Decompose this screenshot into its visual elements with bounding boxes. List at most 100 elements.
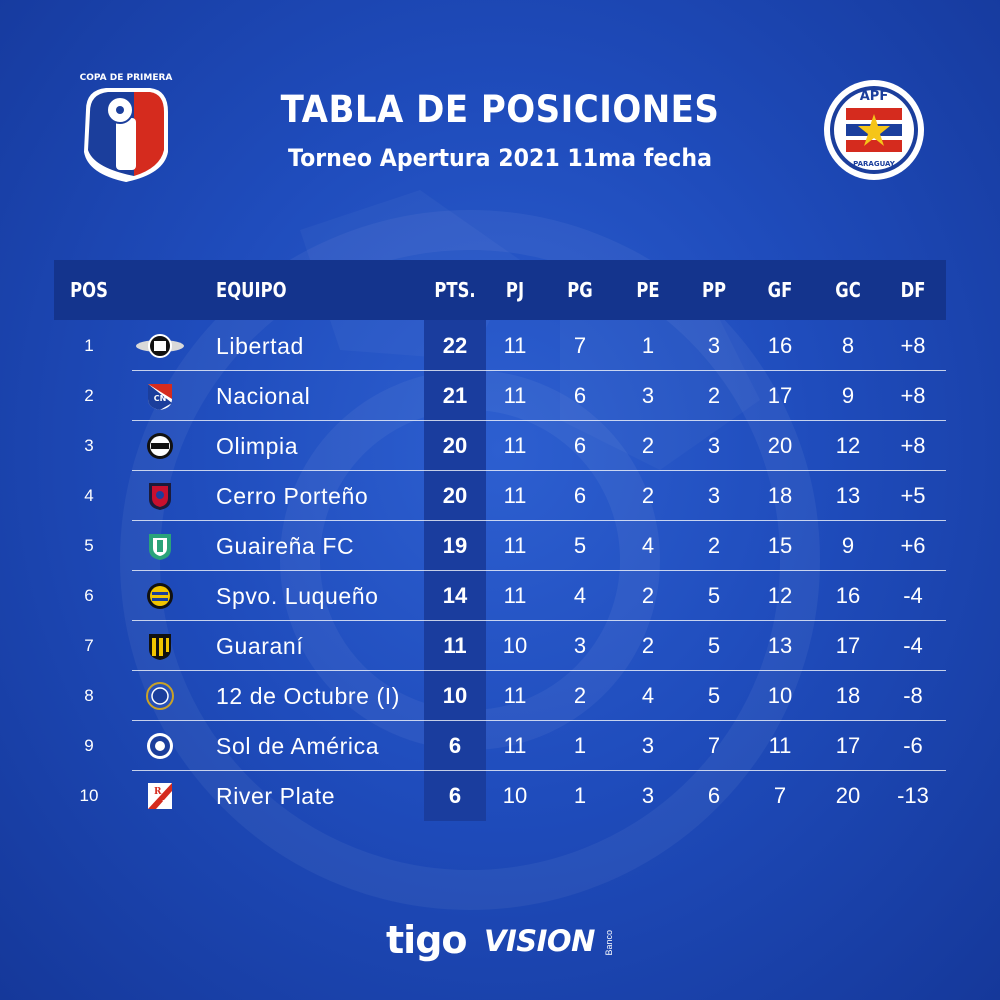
- cell-gf: 18: [767, 483, 793, 508]
- row-divider: [132, 670, 946, 671]
- cell-pts: 20: [442, 483, 468, 508]
- table-row: 9 Sol de América 6 11 1 3 7 11 17 -6: [54, 721, 946, 771]
- cell-pos: 6: [84, 586, 94, 605]
- cell-gc: 18: [835, 683, 861, 708]
- cell-pos: 4: [84, 486, 94, 505]
- cell-df: +6: [900, 533, 926, 558]
- cell-pj: 11: [503, 383, 527, 408]
- cell-gc: 8: [841, 333, 855, 358]
- cell-pts: 21: [442, 383, 468, 408]
- cell-gf: 7: [773, 783, 787, 808]
- cell-df: -13: [897, 783, 929, 808]
- cell-df: -4: [903, 633, 923, 658]
- cell-pj: 11: [503, 733, 527, 758]
- header-pj: PJ: [505, 278, 525, 302]
- cell-team: Olimpia: [216, 433, 299, 459]
- guairena-crest-icon: [134, 531, 186, 561]
- cell-pe: 1: [641, 333, 655, 358]
- cell-pg: 6: [573, 433, 587, 458]
- cell-pts: 22: [442, 333, 468, 358]
- header-pp: PP: [701, 278, 727, 302]
- cell-pos: 9: [84, 736, 94, 755]
- cell-df: +8: [900, 333, 926, 358]
- cell-pj: 11: [503, 483, 527, 508]
- cell-team: River Plate: [216, 783, 336, 809]
- cell-gf: 17: [767, 383, 793, 408]
- cell-pe: 2: [641, 433, 655, 458]
- page-title: TABLA DE POSICIONES: [280, 88, 720, 131]
- cell-pos: 7: [84, 636, 94, 655]
- row-divider: [132, 620, 946, 621]
- row-divider: [132, 420, 946, 421]
- cell-gf: 15: [767, 533, 793, 558]
- cell-pg: 2: [573, 683, 587, 708]
- cell-pj: 11: [503, 533, 527, 558]
- row-divider: [132, 370, 946, 371]
- header-team: EQUIPO: [216, 278, 287, 302]
- tigo-logo: tigo: [386, 918, 467, 962]
- cell-pe: 3: [641, 733, 655, 758]
- table-row: 4 Cerro Porteño 20 11 6 2 3 18 13 +5: [54, 471, 946, 521]
- row-divider: [132, 770, 946, 771]
- cell-team: Nacional: [216, 383, 311, 409]
- cell-pp: 3: [707, 483, 721, 508]
- cell-df: +8: [900, 383, 926, 408]
- nacional-crest-icon: CN: [134, 381, 186, 411]
- cell-gc: 20: [835, 783, 861, 808]
- cell-pg: 6: [573, 483, 587, 508]
- cell-pe: 3: [641, 783, 655, 808]
- cell-pj: 11: [503, 433, 527, 458]
- svg-text:R: R: [154, 787, 162, 797]
- cell-df: -6: [903, 733, 923, 758]
- cell-pg: 4: [573, 583, 587, 608]
- cell-df: -4: [903, 583, 923, 608]
- header-gf: GF: [767, 278, 793, 302]
- svg-text:P: P: [162, 800, 169, 810]
- cell-team: Libertad: [216, 333, 304, 359]
- cell-pp: 3: [707, 333, 721, 358]
- cell-pj: 11: [503, 583, 527, 608]
- cell-gc: 17: [835, 633, 861, 658]
- apf-paraguay-crest: APF PARAGUAY: [822, 78, 926, 182]
- cell-pp: 3: [707, 433, 721, 458]
- row-divider: [132, 720, 946, 721]
- header-pts: PTS.: [434, 278, 476, 302]
- cell-team: 12 de Octubre (I): [216, 683, 401, 709]
- cell-gc: 12: [835, 433, 861, 458]
- cell-gf: 16: [767, 333, 793, 358]
- cell-pts: 14: [442, 583, 468, 608]
- table-row: 7 Guaraní 11 10 3 2 5 13 17 -4: [54, 621, 946, 671]
- row-divider: [132, 570, 946, 571]
- sol-de-america-crest-icon: [134, 731, 186, 761]
- cell-pe: 2: [641, 633, 655, 658]
- page-subtitle: Torneo Apertura 2021 11ma fecha: [287, 144, 713, 172]
- table-row: 2 Nacional 21 11 6 3 2 17 9 +8 CN: [54, 371, 946, 421]
- cerro-porteno-crest-icon: [134, 481, 186, 511]
- cell-gc: 9: [841, 383, 855, 408]
- cell-pg: 5: [573, 533, 587, 558]
- cell-pos: 5: [84, 536, 94, 555]
- table-row: 8 12 de Octubre (I) 10 11 2 4 5 10 18 -8: [54, 671, 946, 721]
- cell-gf: 11: [768, 733, 792, 758]
- cell-pe: 4: [641, 683, 655, 708]
- cell-pe: 2: [641, 583, 655, 608]
- cell-gc: 17: [835, 733, 861, 758]
- cell-pos: 8: [84, 686, 94, 705]
- cell-pos: 1: [84, 336, 94, 355]
- cell-pg: 6: [573, 383, 587, 408]
- cell-pg: 1: [573, 783, 587, 808]
- cell-pj: 11: [503, 683, 527, 708]
- cell-pp: 5: [707, 583, 721, 608]
- table-header-bar: [54, 260, 946, 320]
- svg-text:PARAGUAY: PARAGUAY: [853, 160, 896, 168]
- header-df: DF: [900, 278, 926, 302]
- svg-text:CN: CN: [154, 394, 167, 403]
- table-row: 10 River Plate 6 10 1 3 6 7 20 -13 R P: [54, 771, 946, 821]
- cell-pp: 2: [707, 383, 721, 408]
- svg-text:APF: APF: [860, 89, 888, 104]
- cell-gc: 16: [835, 583, 861, 608]
- copa-de-primera-logo: COPA DE PRIMERA: [76, 66, 176, 186]
- cell-team: Guaraní: [216, 633, 304, 659]
- cell-team: Sol de América: [216, 733, 380, 759]
- cell-pg: 1: [573, 733, 587, 758]
